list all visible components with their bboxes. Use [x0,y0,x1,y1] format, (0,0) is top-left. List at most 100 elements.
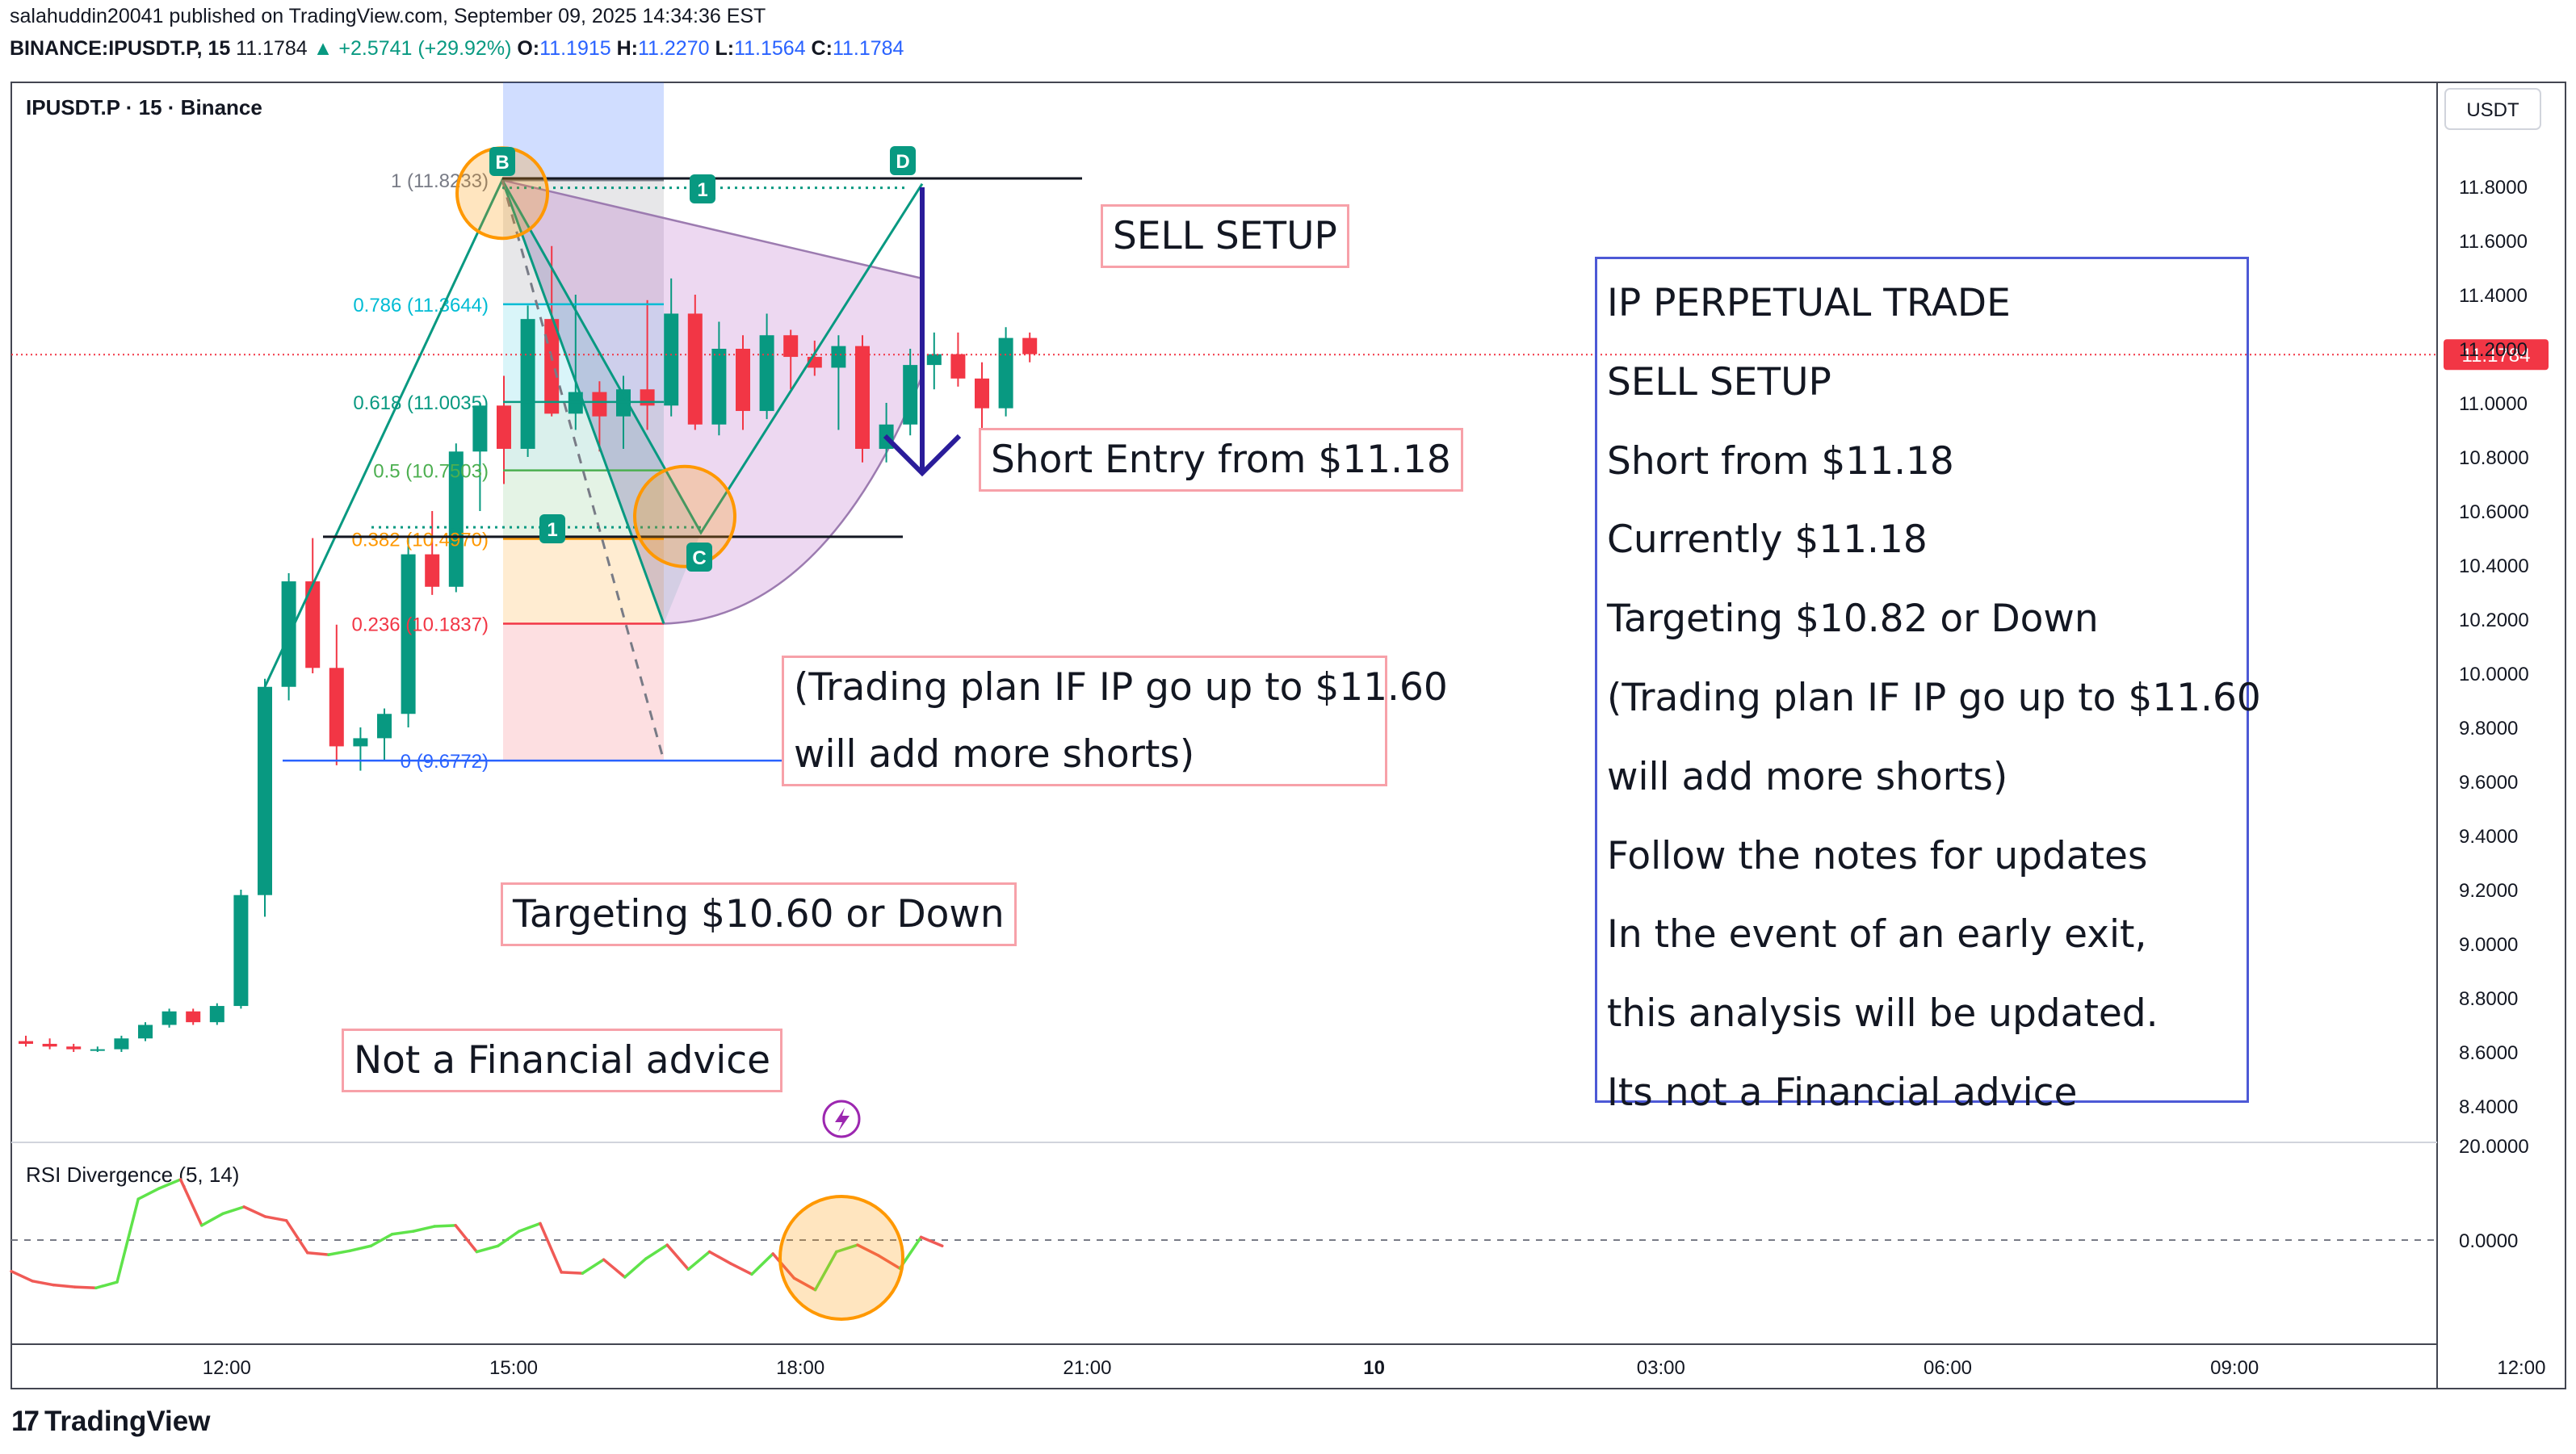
price-tick-label: 10.6000 [2459,501,2529,523]
summary-line: SELL SETUP [1607,359,1831,404]
rsi-segment [454,1224,479,1254]
rsi-segment [665,1243,690,1272]
rsi-segment [52,1283,77,1288]
fib-level-label: 0.618 (11.0035) [353,392,489,414]
rsi-segment [221,1205,245,1216]
last-price-tag [2444,339,2549,371]
rsi-segment [919,1235,944,1248]
price-tick-label: 11.0000 [2459,393,2528,415]
rsi-segment [284,1219,309,1255]
candle-body [66,1046,82,1050]
time-tick-label: 18:00 [776,1357,824,1379]
rsi-segment [348,1244,373,1253]
time-axis[interactable]: 12:00 15:00 18:00 21:00 10 03:00 06:00 09:00 12:… [203,1357,2576,1379]
rsi-line [10,1178,944,1292]
rsi-segment [623,1257,648,1279]
rsi-segment [412,1225,436,1233]
candle-body [687,313,703,425]
symbol-label[interactable]: BINANCE:IPUSDT.P, 15 [10,37,231,60]
candle-body [472,405,488,452]
marker-1-label: 1 [547,519,557,541]
trading-plan-line-1: (Trading plan IF IP go up to $11.60 [794,665,1448,710]
short-entry-label: Short Entry from $11.18 [979,428,1463,492]
tradingview-logo[interactable]: 17 TradingView [11,1406,210,1438]
rsi-segment [306,1251,330,1256]
price-tick-label: 8.4000 [2459,1096,2518,1118]
summary-line: Follow the notes for updates [1607,833,2148,878]
price-tick-label: 11.4000 [2459,285,2528,307]
low-label: L: [715,37,735,60]
rsi-segment [835,1243,859,1254]
rsi-highlight-circle [778,1195,904,1321]
point-b-label: B [495,152,509,174]
trading-plan-label: (Trading plan IF IP go up to $11.60 will… [782,656,1448,787]
down-arrow-icon [883,187,962,477]
sell-setup-label: SELL SETUP [1101,204,1349,269]
high-label: H: [616,37,638,60]
time-tick-label: 09:00 [2210,1357,2259,1379]
publisher-line: salahuddin20041 published on TradingView… [10,5,766,27]
rsi-segment [327,1249,351,1256]
rsi-segment [157,1178,183,1190]
currency-label: USDT [2466,99,2519,121]
candle-body [90,1049,105,1051]
fib-level-label: 0 (9.6772) [401,751,489,773]
price-tick-label: 10.2000 [2459,610,2529,631]
high-value: 11.2270 [638,37,710,60]
time-tick-label: 03:00 [1637,1357,1685,1379]
rsi-segment [792,1276,817,1292]
rsi-segment [707,1250,732,1265]
rsi-segment [73,1285,98,1290]
candle-body [401,554,416,714]
candle-body [353,738,368,747]
pane-title: IPUSDT.P · 15 · Binance [26,95,262,119]
candle-body [186,1011,201,1023]
candle-body [138,1025,153,1039]
time-tick-label: 12:00 [203,1357,251,1379]
close-value: 11.1784 [832,37,904,60]
last-value: 11.1784 [236,37,308,60]
candle-body [926,354,942,366]
last-price-tag-text: 11.1784 [2462,345,2531,367]
candle-body [497,405,511,449]
pattern-dashed-leg [501,179,665,761]
candle-body [209,1006,224,1023]
candle-body [783,335,799,358]
rsi-segment [602,1258,627,1279]
fib-level-label: 0.5 (10.7503) [373,461,489,483]
candle-body [520,319,535,449]
rsi-segment [750,1252,774,1276]
rsi-segment [115,1197,140,1284]
point-b-label-badge [489,147,515,176]
change-value: +2.5741 (+29.92%) [338,37,512,60]
price-axis[interactable]: 11.8000 11.6000 11.4000 11.2000 11.0000 10.80… [2459,177,2529,1118]
point-d-label-badge [890,146,916,175]
rsi-segment [771,1252,796,1280]
summary-line: Targeting $10.82 or Down [1607,597,2099,642]
rsi-segment [475,1244,500,1254]
candle-body [903,365,918,425]
rsi-segment [729,1262,753,1276]
rsi-segment [136,1187,162,1200]
price-tick-label: 11.2000 [2459,339,2528,361]
rsi-segment [518,1221,542,1233]
rsi-segment [10,1269,34,1283]
rsi-title: RSI Divergence (5, 14) [26,1163,239,1187]
candle-body [664,313,679,406]
candle-body [305,581,321,668]
close-label: C: [811,37,833,60]
rsi-segment [496,1230,521,1248]
candle-body [19,1041,33,1044]
candle-body [162,1011,177,1025]
harmonic-pattern-lines: B C D 1 1 [263,146,1082,761]
summary-line: (Trading plan IF IP go up to $11.60 [1607,675,2261,720]
summary-line: In the event of an early exit, [1607,912,2147,957]
candle-series [19,245,1038,1052]
candle-body [855,346,870,449]
rsi-segment [369,1232,394,1248]
currency-button[interactable] [2444,88,2541,130]
price-tick-label: 11.8000 [2459,177,2528,199]
price-tick-label: 9.4000 [2459,826,2518,848]
rsi-segment [686,1250,711,1272]
